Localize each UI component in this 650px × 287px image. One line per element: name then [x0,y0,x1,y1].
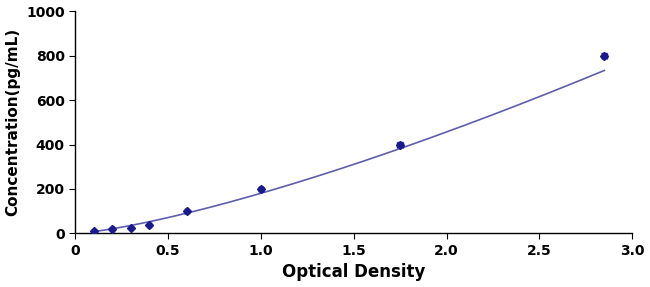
X-axis label: Optical Density: Optical Density [282,263,425,282]
Y-axis label: Concentration(pg/mL): Concentration(pg/mL) [6,28,21,216]
